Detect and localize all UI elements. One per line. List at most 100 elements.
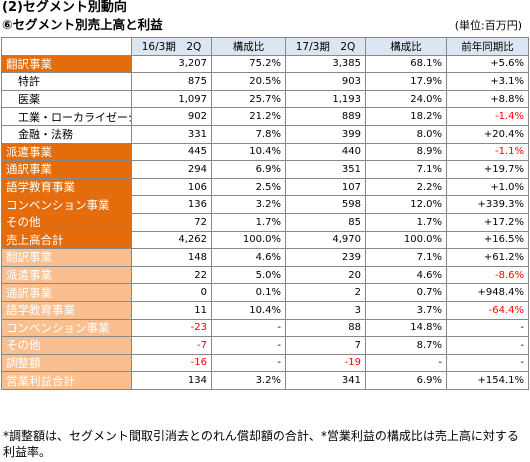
row-label: 通訳事業 (1, 160, 132, 179)
table-row: コンベンション事業 -23-88 14.8% - (1, 318, 529, 338)
yoy-change: -1.1% (446, 142, 529, 162)
share-prev: - (211, 318, 286, 338)
share-curr: 100.0% (365, 230, 447, 250)
value-prev: 4,262 (131, 230, 212, 250)
table-row: 調整額 -16- -19- - (1, 353, 529, 373)
share-prev: 0.1% (211, 283, 286, 302)
header-period-prev: 16/3期 2Q (131, 37, 212, 56)
table-row: 医薬 1,097 25.7% 1,193 24.0% +8.8% (1, 89, 529, 109)
header-yoy: 前年同期比 (446, 37, 529, 56)
value-curr: 903 (285, 72, 366, 91)
row-label: 調整額 (1, 353, 132, 373)
value-curr: 2 (285, 283, 366, 302)
row-label: 売上高合計 (1, 230, 132, 250)
yoy-change: +5.6% (446, 54, 529, 74)
value-prev: 106 (131, 177, 212, 197)
table-row: 派遣事業 445 10.4% 440 8.9% -1.1% (1, 142, 529, 162)
row-label: コンベンション事業 (1, 195, 132, 214)
yoy-change: - (446, 318, 529, 338)
table-row: 金融・法務 331 7.8% 399 8.0% +20.4% (1, 124, 529, 144)
share-curr: 1.7% (365, 212, 447, 232)
row-label: 営業利益合計 (1, 371, 132, 390)
row-label: 派遣事業 (1, 142, 132, 162)
value-prev: 72 (131, 212, 212, 232)
value-prev: 0 (131, 283, 212, 302)
table-row: その他 -7-7 8.7% - (1, 336, 529, 355)
value-curr: 440 (285, 142, 366, 162)
share-curr: - (365, 353, 447, 373)
share-prev: 21.2% (211, 107, 286, 126)
section-title: (2)セグメント別動向 (2, 0, 127, 15)
yoy-change: +1.0% (446, 177, 529, 197)
header-row: 16/3期 2Q 構成比 17/3期 2Q 構成比 前年同期比 (1, 37, 529, 56)
table-row: 派遣事業 22 5.0% 20 4.6% -8.6% (1, 265, 529, 285)
table-row: 通訳事業 294 6.9% 351 7.1% +19.7% (1, 160, 529, 179)
value-prev: -16 (131, 353, 212, 373)
share-prev: 5.0% (211, 265, 286, 285)
share-prev: 3.2% (211, 195, 286, 214)
share-prev: 10.4% (211, 300, 286, 320)
yoy-change: +19.7% (446, 160, 529, 179)
segment-table: 16/3期 2Q 構成比 17/3期 2Q 構成比 前年同期比 翻訳事業 3,20… (1, 37, 529, 390)
share-curr: 7.1% (365, 160, 447, 179)
yoy-change: +8.8% (446, 89, 529, 109)
value-prev: 875 (131, 72, 212, 91)
value-curr: 88 (285, 318, 366, 338)
share-curr: 3.7% (365, 300, 447, 320)
value-curr: 1,193 (285, 89, 366, 109)
row-label: 通訳事業 (1, 283, 132, 302)
value-prev: 902 (131, 107, 212, 126)
value-prev: 134 (131, 371, 212, 390)
table-row: 翻訳事業 3,207 75.2% 3,385 68.1% +5.6% (1, 54, 529, 74)
row-label: 工業・ローカライゼーション (1, 107, 132, 126)
value-curr: 107 (285, 177, 366, 197)
share-prev: 10.4% (211, 142, 286, 162)
value-curr: 4,970 (285, 230, 366, 250)
share-prev: 2.5% (211, 177, 286, 197)
row-label: 翻訳事業 (1, 54, 132, 74)
value-prev: 3,207 (131, 54, 212, 74)
row-label: コンベンション事業 (1, 318, 132, 338)
table-row: 翻訳事業 148 4.6% 239 7.1% +61.2% (1, 248, 529, 267)
share-prev: 6.9% (211, 160, 286, 179)
value-curr: 889 (285, 107, 366, 126)
share-curr: 7.1% (365, 248, 447, 267)
header-period-curr: 17/3期 2Q (285, 37, 366, 56)
row-label: その他 (1, 212, 132, 232)
row-label: 語学教育事業 (1, 300, 132, 320)
share-prev: 4.6% (211, 248, 286, 267)
value-prev: 22 (131, 265, 212, 285)
share-prev: 1.7% (211, 212, 286, 232)
value-curr: 3 (285, 300, 366, 320)
value-curr: 20 (285, 265, 366, 285)
yoy-change: +3.1% (446, 72, 529, 91)
value-prev: 445 (131, 142, 212, 162)
table-row: 語学教育事業 106 2.5% 107 2.2% +1.0% (1, 177, 529, 197)
yoy-change: +948.4% (446, 283, 529, 302)
value-prev: -23 (131, 318, 212, 338)
table-row: コンベンション事業 136 3.2% 598 12.0% +339.3% (1, 195, 529, 214)
value-prev: 11 (131, 300, 212, 320)
yoy-change: -8.6% (446, 265, 529, 285)
value-curr: 239 (285, 248, 366, 267)
yoy-change: - (446, 353, 529, 373)
share-prev: - (211, 353, 286, 373)
value-prev: -7 (131, 336, 212, 355)
value-prev: 136 (131, 195, 212, 214)
footnote: *調整額は、セグメント間取引消去とのれん償却額の合計、*営業利益の構成比は売上高… (3, 429, 519, 459)
header-share-curr: 構成比 (365, 37, 447, 56)
yoy-change: +61.2% (446, 248, 529, 267)
value-curr: 7 (285, 336, 366, 355)
header-blank (1, 37, 132, 56)
header-share-prev: 構成比 (211, 37, 286, 56)
yoy-change: +17.2% (446, 212, 529, 232)
yoy-change: +339.3% (446, 195, 529, 214)
value-curr: 3,385 (285, 54, 366, 74)
value-curr: 598 (285, 195, 366, 214)
share-curr: 12.0% (365, 195, 447, 214)
share-curr: 4.6% (365, 265, 447, 285)
value-curr: 341 (285, 371, 366, 390)
share-prev: 75.2% (211, 54, 286, 74)
share-curr: 24.0% (365, 89, 447, 109)
